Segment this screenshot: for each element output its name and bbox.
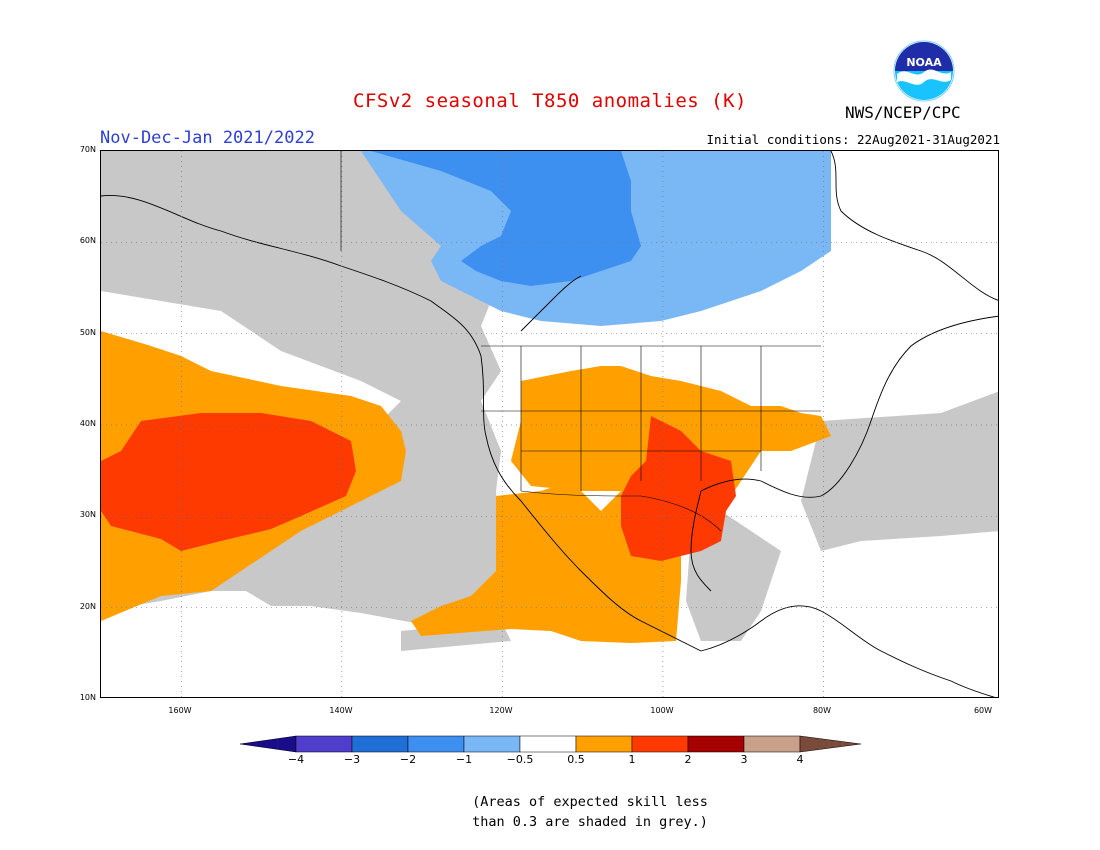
colorbar-swatch--3 [295, 735, 353, 753]
color-scale-bar [239, 735, 862, 753]
chart-title: CFSv2 seasonal T850 anomalies (K) [353, 90, 747, 112]
colorbar-label-neg0.5: −0.5 [506, 753, 534, 766]
colorbar-swatch--1 [407, 735, 465, 753]
anomaly-map [100, 150, 999, 698]
colorbar-arrow-left [239, 735, 297, 753]
colorbar-label-neg2: −2 [399, 753, 417, 766]
colorbar-swatch--2 [351, 735, 409, 753]
forecast-period: Nov-Dec-Jan 2021/2022 [100, 128, 315, 148]
warm-mexico [411, 481, 681, 643]
logo-text: NOAA [906, 56, 942, 69]
colorbar-swatch-2 [687, 735, 745, 753]
cool-canada-core [371, 151, 641, 286]
colorbar-label-2: 2 [684, 753, 692, 766]
lat-label-40n: 40N [79, 419, 96, 428]
warm-us-core [621, 416, 736, 561]
lat-label-20n: 20N [79, 602, 96, 611]
footnote-line-1: (Areas of expected skill less [472, 794, 708, 810]
skill-footnote: (Areas of expected skill less than 0.3 a… [400, 792, 780, 832]
colorbar-label-3: 3 [740, 753, 748, 766]
colorbar-label-neg3: −3 [343, 753, 361, 766]
lat-label-60n: 60N [79, 236, 96, 245]
colorbar-arrow-right [799, 735, 862, 753]
lon-label-100w: 100W [650, 706, 674, 715]
colorbar-swatch-3 [743, 735, 801, 753]
colorbar-label-4: 4 [796, 753, 804, 766]
map-svg [101, 151, 998, 697]
noaa-logo: NOAA [893, 40, 955, 102]
colorbar-label-neg4: −4 [287, 753, 305, 766]
lon-label-160w: 160W [168, 706, 192, 715]
lon-label-140w: 140W [329, 706, 353, 715]
lat-label-50n: 50N [79, 328, 96, 337]
colorbar-label-neg1: −1 [455, 753, 473, 766]
warm-regions [101, 331, 831, 643]
colorbar-label-0.5: 0.5 [567, 753, 585, 766]
colorbar-label-1: 1 [628, 753, 636, 766]
cool-regions [361, 151, 831, 326]
lat-label-70n: 70N [79, 145, 96, 154]
lat-label-10n: 10N [79, 693, 96, 702]
lon-label-60w: 60W [973, 706, 993, 715]
colorbar-swatch--0.5 [463, 735, 521, 753]
political-borders [340, 151, 821, 532]
lon-label-120w: 120W [489, 706, 513, 715]
grey-northwest [101, 151, 501, 626]
footnote-line-2: than 0.3 are shaded in grey.) [472, 814, 708, 830]
warm-pacific-core [101, 413, 356, 551]
agency-label: NWS/NCEP/CPC [845, 103, 961, 122]
colorbar-swatch-1 [631, 735, 689, 753]
colorbar-swatch-0.5 [575, 735, 633, 753]
lon-label-80w: 80W [812, 706, 832, 715]
colorbar-swatch-0 [519, 735, 577, 753]
lat-label-30n: 30N [79, 510, 96, 519]
grey-atlantic [801, 391, 998, 551]
initial-conditions: Initial conditions: 22Aug2021-31Aug2021 [706, 132, 1001, 147]
coastlines [101, 151, 998, 697]
